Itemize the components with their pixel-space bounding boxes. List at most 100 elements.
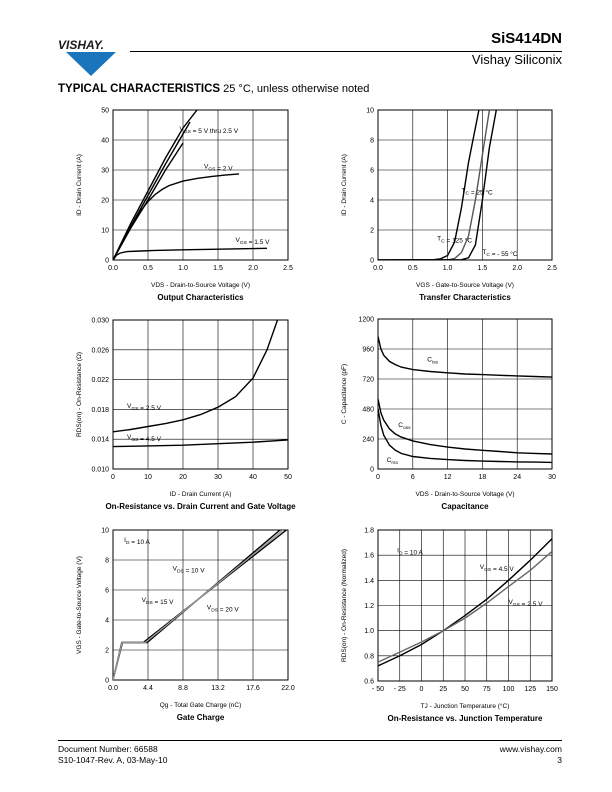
curve-label: VGS = 4.5 V xyxy=(480,564,515,573)
header-rule xyxy=(130,51,562,52)
x-tick-label: 0.5 xyxy=(143,265,153,272)
y-tick-label: 0.8 xyxy=(364,653,374,660)
x-tick-label: 2.5 xyxy=(547,265,557,272)
curve-label: ID = 10 A xyxy=(397,548,423,557)
y-axis-label: RDS(on) - On-Resistance (Ω) xyxy=(76,352,83,437)
company-name: Vishay Siliconix xyxy=(471,52,562,67)
chart-output: 0.0 0.5 1.0 1.5 2.0 2.5 0 10 20 30 40 50 VGS = 5 V t… xyxy=(76,108,293,303)
curve-label: VGS = 4.5 V xyxy=(127,434,162,443)
x-tick-label: 25 xyxy=(439,686,447,693)
x-tick-label: 50 xyxy=(284,474,292,481)
curve-label: VGS = 2.5 V xyxy=(127,403,162,412)
x-tick-label: 50 xyxy=(461,686,469,693)
curve-label: VGS = 5 V thru 2.5 V xyxy=(180,126,239,135)
y-axis-label: C - Capacitance (pF) xyxy=(341,364,348,424)
section-heading: TYPICAL CHARACTERISTICS 25 °C, unless ot… xyxy=(58,83,369,95)
y-tick-label: 0.010 xyxy=(91,467,109,474)
y-tick-label: 0 xyxy=(370,467,374,474)
y-axis-label: ID - Drain Current (A) xyxy=(76,154,83,216)
y-tick-label: 960 xyxy=(362,347,374,354)
x-tick-label: 75 xyxy=(483,686,491,693)
page-number: 3 xyxy=(557,755,562,765)
x-tick-label: 6 xyxy=(411,474,415,481)
x-tick-label: 1.0 xyxy=(443,265,453,272)
doc-number: Document Number: 66588 xyxy=(58,744,158,754)
x-tick-label: 0.0 xyxy=(108,685,118,692)
x-tick-label: 2.0 xyxy=(512,265,522,272)
chart-gate-charge: 0.0 4.4 8.8 13.2 17.6 22.0 0 2 4 6 8 10 ID = 10 A VDS… xyxy=(76,528,295,723)
chart-title: Output Characteristics xyxy=(157,293,244,302)
part-number: SiS414DN xyxy=(491,30,562,47)
chart-title: On-Resistance vs. Junction Temperature xyxy=(387,714,543,723)
y-tick-label: 1.4 xyxy=(364,578,374,585)
logo-triangle xyxy=(66,52,116,76)
y-tick-label: 20 xyxy=(101,198,109,205)
x-tick-label: 0 xyxy=(420,686,424,693)
y-tick-label: 4 xyxy=(105,618,109,625)
footer-right: www.vishay.com 3 xyxy=(500,744,562,766)
chart-title: Transfer Characteristics xyxy=(419,293,511,302)
x-tick-label: 0.0 xyxy=(373,265,383,272)
website-link[interactable]: www.vishay.com xyxy=(499,744,562,754)
y-tick-label: 0 xyxy=(105,258,109,265)
vishay-logo: VISHAY. xyxy=(58,38,116,76)
x-tick-label: - 25 xyxy=(394,686,406,693)
series-line-2 xyxy=(378,110,491,260)
x-axis-label: VDS - Drain-to-Source Voltage (V) xyxy=(416,491,515,498)
y-tick-label: 240 xyxy=(362,437,374,444)
y-tick-label: 0 xyxy=(370,258,374,265)
x-tick-label: 30 xyxy=(548,474,556,481)
y-tick-label: 0.018 xyxy=(91,407,109,414)
x-tick-label: 18 xyxy=(479,474,487,481)
x-tick-label: 40 xyxy=(249,474,257,481)
y-tick-label: 40 xyxy=(101,138,109,145)
curve-label: VDS = 10 V xyxy=(173,566,206,575)
plot-frame xyxy=(112,109,289,261)
y-tick-label: 1.8 xyxy=(364,528,374,535)
x-tick-label: 20 xyxy=(179,474,187,481)
x-tick-label: 125 xyxy=(524,686,536,693)
x-axis-label: Qg - Total Gate Charge (nC) xyxy=(160,702,242,709)
y-tick-label: 720 xyxy=(362,377,374,384)
series-line-3 xyxy=(378,408,552,464)
y-tick-label: 0 xyxy=(105,678,109,685)
x-tick-label: 2.0 xyxy=(248,265,258,272)
x-tick-label: 1.0 xyxy=(178,265,188,272)
y-tick-label: 50 xyxy=(101,108,109,115)
y-tick-label: 0.030 xyxy=(91,318,109,325)
chart-transfer: 0.0 0.5 1.0 1.5 2.0 2.5 0 2 4 6 8 10 TC = 25 °C TC = … xyxy=(341,108,557,303)
y-tick-label: 2 xyxy=(105,648,109,655)
plot-frame xyxy=(377,109,553,261)
y-tick-label: 0.022 xyxy=(91,377,109,384)
curve-label: VGS = 2 V xyxy=(204,164,233,173)
x-axis-label: VDS - Drain-to-Source Voltage (V) xyxy=(151,282,250,289)
plot-frame xyxy=(112,319,289,470)
plot-frame xyxy=(377,318,553,470)
x-tick-label: 0 xyxy=(111,474,115,481)
series-line-2 xyxy=(378,550,552,663)
footer-left: Document Number: 66588 S10-1047-Rev. A, … xyxy=(58,744,167,766)
footer-rule xyxy=(58,740,562,741)
y-tick-label: 6 xyxy=(370,168,374,175)
curve-label: TC = - 55 °C xyxy=(482,249,518,258)
y-tick-label: 8 xyxy=(370,138,374,145)
revision: S10-1047-Rev. A, 03-May-10 xyxy=(58,755,168,765)
y-axis-label: VGS - Gate-to-Source Voltage (V) xyxy=(76,556,83,654)
y-tick-label: 1200 xyxy=(358,317,374,324)
y-tick-label: 4 xyxy=(370,198,374,205)
x-tick-label: 17.6 xyxy=(246,685,260,692)
x-tick-label: 100 xyxy=(503,686,515,693)
y-tick-label: 1.0 xyxy=(364,628,374,635)
y-tick-label: 10 xyxy=(366,108,374,115)
x-axis-label: VGS - Gate-to-Source Voltage (V) xyxy=(416,282,514,289)
x-tick-label: 1.5 xyxy=(478,265,488,272)
series-line-1 xyxy=(378,336,552,378)
logo-text: VISHAY. xyxy=(58,38,104,52)
section-title: TYPICAL CHARACTERISTICS xyxy=(58,83,221,95)
x-tick-label: 13.2 xyxy=(211,685,225,692)
y-tick-label: 480 xyxy=(362,407,374,414)
y-axis-label: RDS(on) - On-Resistance (Normalized) xyxy=(341,549,348,662)
chart-title: Capacitance xyxy=(441,502,489,511)
chart-capacitance: 0 6 12 18 24 30 0 240 480 720 960 1200 Ciss Coss Crss V… xyxy=(341,317,556,512)
